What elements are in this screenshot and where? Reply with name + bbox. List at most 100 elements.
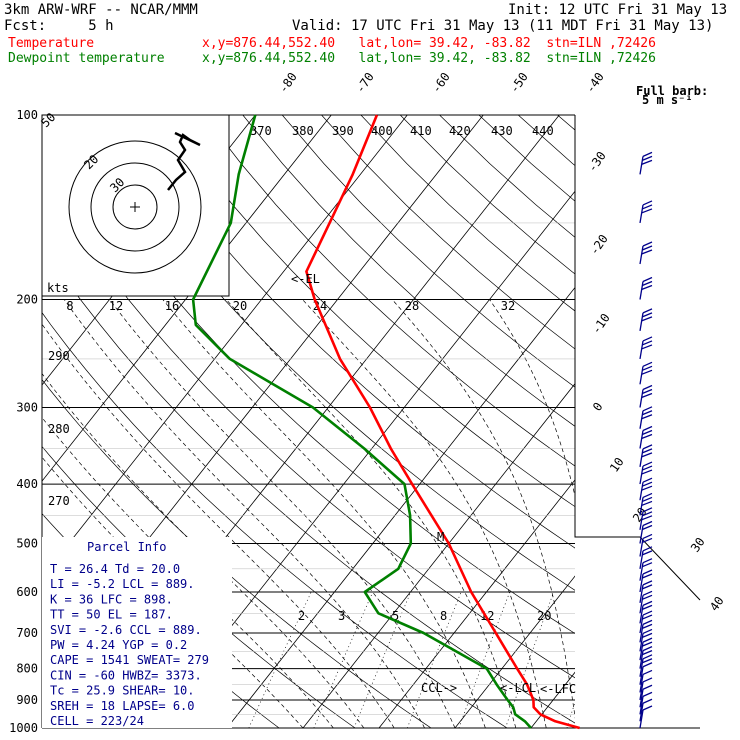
- parcel-info-row: Tc = 25.9 SHEAR= 10.: [50, 684, 195, 698]
- dewpoint-profile-line: [191, 114, 532, 729]
- lcl-level-label: <-LCL: [500, 681, 536, 695]
- wind-barb: [639, 281, 644, 300]
- wind-barb-flag: [642, 533, 653, 540]
- wind-barb: [639, 430, 644, 449]
- wind-barb: [639, 633, 644, 652]
- wind-barb: [639, 156, 644, 175]
- wind-barb-flag: [642, 312, 653, 318]
- wind-barb-flag: [642, 520, 653, 527]
- wind-barb-flag: [642, 546, 653, 552]
- dewpoint-legend-info: x,y=876.44,552.40 lat,lon= 39.42, -83.82…: [202, 51, 656, 66]
- wind-barb-flag: [642, 684, 653, 690]
- pressure-tick-label: 1000: [9, 721, 38, 735]
- wind-barb-flag: [642, 619, 653, 625]
- hodograph-speed-label: 16: [165, 299, 179, 313]
- theta-label: 430: [491, 124, 513, 138]
- isotherm-line: [378, 479, 575, 728]
- wind-barb-flag: [642, 558, 653, 564]
- dry-adiabat-line: [321, 115, 575, 350]
- wind-barb-flag: [642, 496, 653, 503]
- parcel-info-row: CAPE = 1541 SWEAT= 279: [50, 653, 209, 667]
- hodograph-ring: [112, 184, 158, 230]
- wind-barb: [639, 245, 644, 265]
- wind-barb-flag: [642, 425, 653, 432]
- wind-barb-flag: [642, 155, 653, 162]
- wind-barb-flag: [642, 573, 653, 579]
- temperature-tick-label: 0: [590, 400, 606, 414]
- isotherm-line: [42, 115, 332, 482]
- moist-adiabat-line: [302, 299, 547, 728]
- wind-barb: [639, 538, 644, 557]
- moist-adiabat-line: [42, 417, 334, 728]
- wind-barb-flag: [642, 365, 653, 371]
- hodograph-ring: [68, 140, 202, 274]
- wind-barb-flag: [642, 361, 653, 367]
- temperature-tick-label: -30: [585, 149, 609, 175]
- hodograph-speed-label: 28: [405, 299, 419, 313]
- wind-barb-flag: [642, 336, 653, 342]
- wind-barb-flag: [642, 241, 653, 247]
- pressure-tick-label: 100: [16, 108, 38, 122]
- wind-barb: [639, 562, 644, 581]
- dry-adiabat-line: [676, 115, 740, 728]
- parcel-info-row: CIN = -60 HWBZ= 3373.: [50, 668, 202, 682]
- wind-barb-flag: [642, 406, 653, 412]
- wind-barb-flag: [642, 308, 653, 314]
- wind-barb-flag: [642, 200, 653, 206]
- pressure-tick-label: 800: [16, 662, 38, 676]
- mixing-ratio-label: 20: [537, 609, 551, 623]
- model-title: 3km ARW-WRF -- NCAR/MMM: [4, 2, 198, 18]
- parcel-info-title: Parcel Info: [87, 540, 166, 554]
- wind-barb: [639, 624, 644, 643]
- pressure-tick-label: 900: [16, 693, 38, 707]
- wind-barb-flag: [642, 276, 653, 283]
- wind-barb: [639, 689, 644, 708]
- theta-label: 400: [371, 124, 393, 138]
- wind-barb-flag: [642, 705, 653, 711]
- hodograph-speed-label: 8: [66, 299, 73, 313]
- moist-adiabat-line: [63, 299, 425, 728]
- wind-barb-flag: [642, 511, 653, 517]
- wind-barb: [639, 709, 644, 729]
- wind-barb: [639, 366, 644, 385]
- wind-barb-flag: [642, 677, 653, 683]
- barb-legend-line2: 5 m s⁻¹: [642, 93, 693, 107]
- isotherm-line: [683, 115, 740, 728]
- moist-adiabat-line: [489, 299, 575, 498]
- wind-barb-flag: [642, 623, 653, 629]
- temperature-tick-label: -50: [507, 70, 531, 96]
- wind-barb-flag: [642, 691, 653, 697]
- wind-barb-flag: [641, 485, 653, 491]
- dry-adiabat-line: [636, 115, 740, 728]
- dry-adiabat-line: [360, 115, 575, 312]
- wind-barb-flag: [642, 492, 653, 499]
- temperature-legend-label: Temperature: [8, 36, 95, 51]
- wind-barb: [639, 696, 644, 715]
- pressure-tick-label: 700: [16, 626, 38, 640]
- wind-barb-flag: [642, 204, 653, 210]
- valid-time: Valid: 17 UTC Fri 31 May 13 (11 MDT Fri …: [292, 18, 714, 34]
- pressure-tick-label: 200: [16, 293, 38, 307]
- dry-adiabat-line: [478, 115, 575, 202]
- wind-barb: [639, 681, 644, 701]
- temperature-tick-label: 10: [607, 455, 627, 475]
- barb-legend-line1: Full barb:: [636, 84, 708, 98]
- temperature-tick-label: 40: [707, 594, 727, 614]
- wind-barb-flag: [642, 481, 653, 487]
- mixing-ratio-label: 5: [392, 609, 399, 623]
- wind-barb-flag: [642, 590, 653, 596]
- wind-barb: [639, 658, 644, 677]
- wind-barb-flag: [641, 344, 653, 350]
- wind-barb-flag: [642, 569, 653, 575]
- moist-adiabat-line: [162, 299, 486, 728]
- wind-barb: [639, 482, 644, 501]
- wind-barb-flag: [642, 448, 653, 454]
- isotherm-line: [226, 286, 575, 728]
- theta-label: 380: [292, 124, 314, 138]
- parcel-info-row: PW = 4.24 YGP = 0.2: [50, 638, 187, 652]
- hodograph-speed-label: 32: [501, 299, 515, 313]
- dewpoint-legend-label: Dewpoint temperature: [8, 51, 165, 66]
- moist-adiabat-line: [580, 300, 637, 729]
- wind-barb-flag: [641, 159, 653, 166]
